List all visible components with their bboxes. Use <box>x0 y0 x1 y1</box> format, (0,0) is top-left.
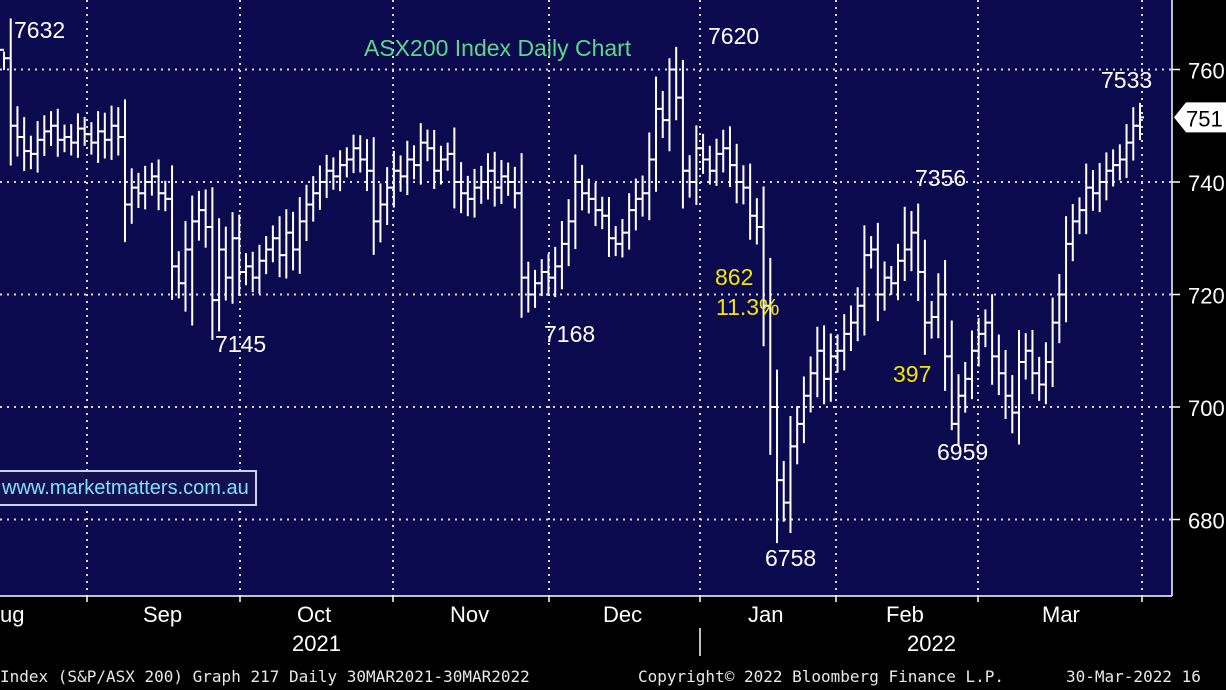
footer-date: 30-Mar-2022 16 <box>1066 667 1201 686</box>
month-label: ug <box>0 602 24 627</box>
year-label: 2021 <box>292 631 341 656</box>
y-tick-label: 740 <box>1188 171 1225 196</box>
y-tick-label: 700 <box>1188 396 1225 421</box>
y-tick-label: 720 <box>1188 284 1225 309</box>
annotation-label: 11.3% <box>716 294 780 320</box>
annotation-label: 7356 <box>915 165 966 191</box>
y-tick-label: 760 <box>1188 59 1225 84</box>
chart-title: ASX200 Index Daily Chart <box>364 35 632 61</box>
annotation-label: 7168 <box>544 321 595 347</box>
month-label: Feb <box>886 602 924 627</box>
month-label: Mar <box>1042 602 1080 627</box>
month-label: Nov <box>450 602 489 627</box>
footer-index-info: Index (S&P/ASX 200) Graph 217 Daily 30MA… <box>0 667 530 686</box>
annotation-label: 862 <box>715 264 753 290</box>
month-label: Sep <box>143 602 182 627</box>
annotation-label: 7145 <box>215 331 266 357</box>
month-label: Oct <box>297 602 331 627</box>
x-axis-background <box>0 596 1226 664</box>
annotation-label: 6959 <box>937 439 988 465</box>
last-price-tag <box>1174 102 1226 133</box>
annotation-label: 7533 <box>1101 67 1152 93</box>
year-label: 2022 <box>907 631 956 656</box>
annotation-label: 7632 <box>14 17 65 43</box>
footer-copyright: Copyright© 2022 Bloomberg Finance L.P. <box>638 667 1005 686</box>
annotation-label: 6758 <box>765 545 816 571</box>
plot-background <box>0 0 1172 596</box>
annotation-label: 7620 <box>708 23 759 49</box>
y-tick-label: 680 <box>1188 509 1225 534</box>
ohlc-bar <box>1136 102 1144 141</box>
annotation-label: 397 <box>893 361 931 387</box>
footer-bar: Index (S&P/ASX 200) Graph 217 Daily 30MA… <box>0 664 1226 690</box>
website-label[interactable]: www.marketmatters.com.au <box>0 470 257 506</box>
month-label: Dec <box>603 602 642 627</box>
ohlc-chart: 680 700 720 740 760 ASX200 Index Daily Chart 7… <box>0 0 1226 664</box>
month-label: Jan <box>748 602 783 627</box>
last-price-label: 751 <box>1186 106 1223 131</box>
